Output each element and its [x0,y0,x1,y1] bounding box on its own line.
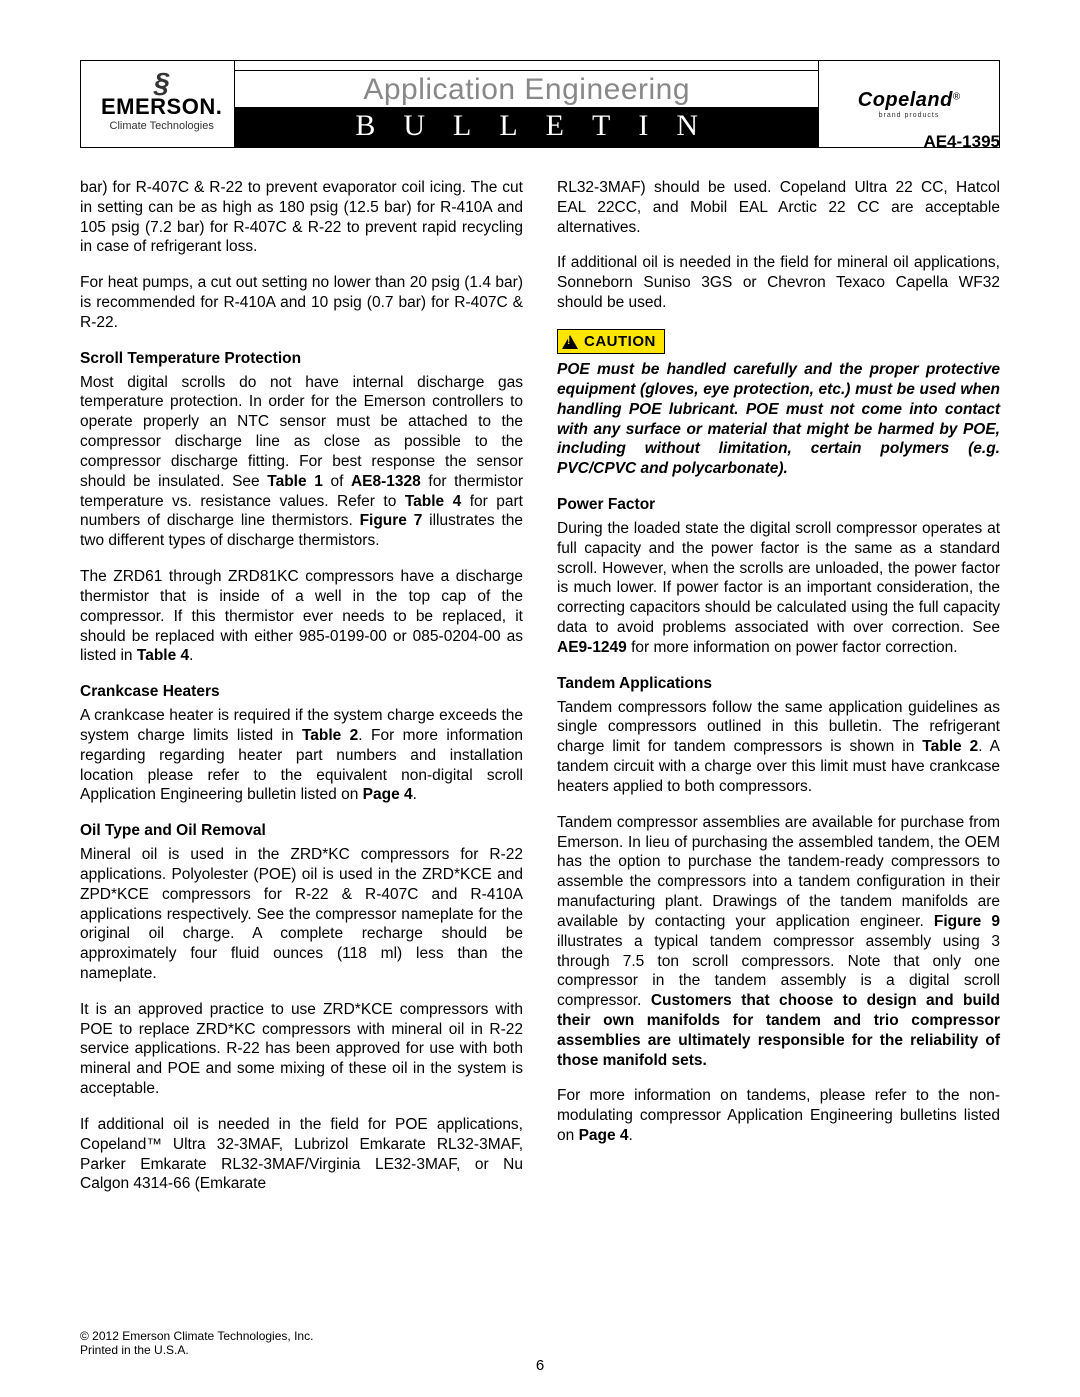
body-paragraph: Most digital scrolls do not have interna… [80,373,523,551]
emerson-logo: § EMERSON. Climate Technologies [81,68,234,140]
doc-ref: AE8-1328 [351,473,421,490]
header-center: Application Engineering BULLETIN [234,61,819,147]
page-number: 6 [536,1357,544,1374]
copeland-logo: Copeland® brand products [819,89,999,119]
page-header: § EMERSON. Climate Technologies Applicat… [80,60,1000,148]
caution-label: CAUTION [584,332,656,351]
body-paragraph: For heat pumps, a cut out setting no low… [80,273,523,332]
body-paragraph: It is an approved practice to use ZRD*KC… [80,1000,523,1099]
text-run: for more information on power factor cor… [627,639,958,656]
body-paragraph: A crankcase heater is required if the sy… [80,706,523,805]
table-ref: Table 4 [137,647,189,664]
table-ref: Table 2 [302,727,358,744]
bulletin-bar: BULLETIN [235,107,818,147]
body-paragraph: bar) for R-407C & R-22 to prevent evapor… [80,178,523,257]
text-run: of [323,473,351,490]
body-paragraph: For more information on tandems, please … [557,1086,1000,1145]
doc-ref: AE9-1249 [557,639,627,656]
body-paragraph: If additional oil is needed in the field… [80,1115,523,1194]
left-column: bar) for R-407C & R-22 to prevent evapor… [80,178,523,1194]
section-heading: Power Factor [557,495,1000,515]
body-paragraph: During the loaded state the digital scro… [557,519,1000,658]
figure-ref: Figure 7 [360,512,423,529]
header-right: Copeland® brand products [819,89,999,119]
page-footer: © 2012 Emerson Climate Technologies, Inc… [80,1329,1000,1357]
body-columns: bar) for R-407C & R-22 to prevent evapor… [80,178,1000,1194]
copyright-line: © 2012 Emerson Climate Technologies, Inc… [80,1329,1000,1343]
page-ref: Page 4 [579,1127,629,1144]
body-paragraph: RL32-3MAF) should be used. Copeland Ultr… [557,178,1000,237]
right-column: RL32-3MAF) should be used. Copeland Ultr… [557,178,1000,1194]
page-ref: Page 4 [363,786,413,803]
body-paragraph: Mineral oil is used in the ZRD*KC compre… [80,845,523,984]
emerson-name: EMERSON. [101,94,222,120]
document-id: AE4-1395 [905,132,1000,152]
body-paragraph: The ZRD61 through ZRD81KC compressors ha… [80,567,523,666]
section-heading: Oil Type and Oil Removal [80,821,523,841]
emerson-leaf-icon: § [101,72,222,94]
text-run: . [189,647,193,664]
text-run: . [413,786,417,803]
section-heading: Tandem Applications [557,674,1000,694]
emerson-subtitle: Climate Technologies [101,120,222,132]
body-paragraph: If additional oil is needed in the field… [557,253,1000,312]
copeland-subtitle: brand products [829,112,989,119]
caution-body: POE must be handled carefully and the pr… [557,360,1000,479]
body-paragraph: Tandem compressors follow the same appli… [557,698,1000,797]
copeland-name: Copeland [858,89,953,111]
text-run: During the loaded state the digital scro… [557,520,1000,636]
printed-line: Printed in the U.S.A. [80,1343,1000,1357]
figure-ref: Figure 9 [934,913,1000,930]
section-heading: Crankcase Heaters [80,682,523,702]
table-ref: Table 1 [267,473,323,490]
section-heading: Scroll Temperature Protection [80,349,523,369]
table-ref: Table 2 [922,738,978,755]
warning-triangle-icon [562,335,578,349]
table-ref: Table 4 [405,493,461,510]
body-paragraph: Tandem compressor assemblies are availab… [557,813,1000,1071]
app-eng-title: Application Engineering [235,71,818,107]
text-run: . [629,1127,633,1144]
caution-badge: CAUTION [557,329,665,354]
